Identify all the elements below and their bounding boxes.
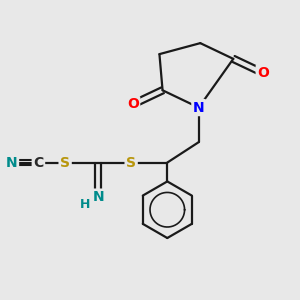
Text: S: S (126, 156, 136, 170)
Text: O: O (257, 66, 269, 80)
Text: O: O (127, 98, 139, 111)
Text: N: N (193, 100, 205, 115)
Text: H: H (80, 198, 90, 211)
Text: N: N (92, 190, 104, 204)
Text: S: S (60, 156, 70, 170)
Text: C: C (33, 156, 43, 170)
Text: N: N (6, 156, 17, 170)
